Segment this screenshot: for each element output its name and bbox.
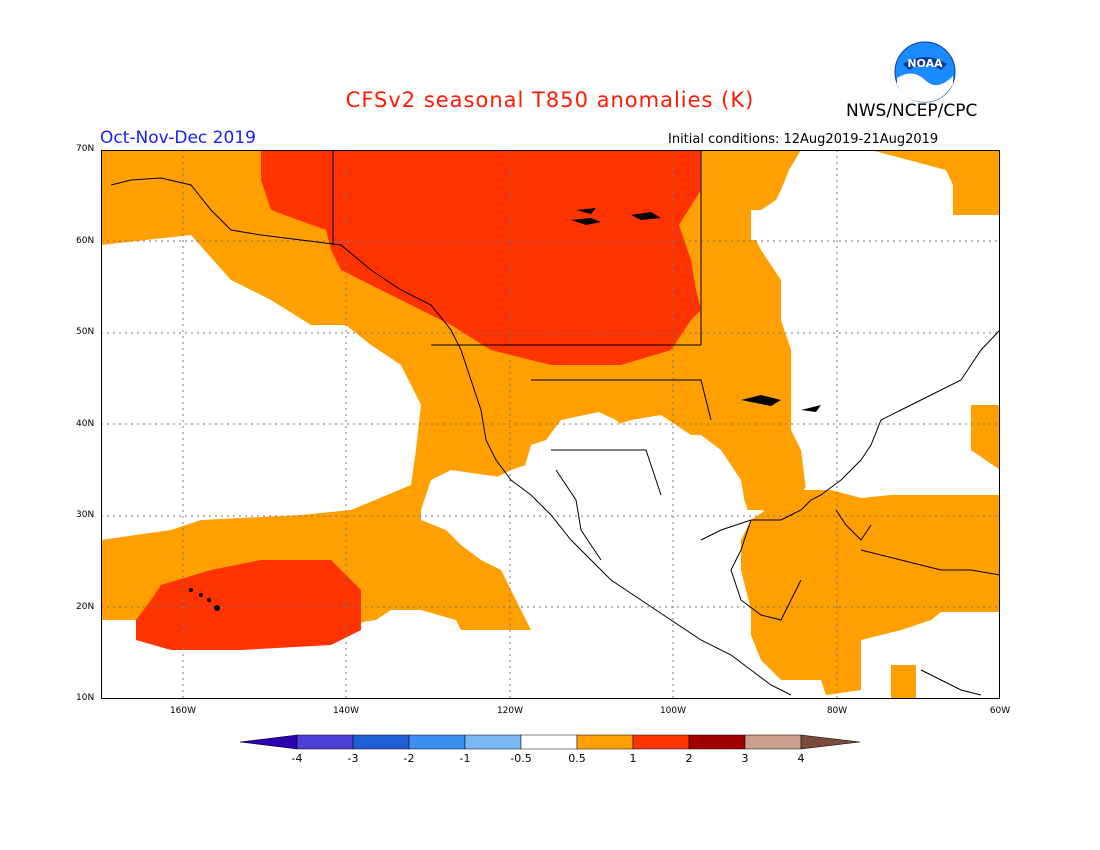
colorbar-label: -4: [291, 752, 303, 765]
lon-label-120w: 120W: [496, 706, 524, 716]
lon-label-60w: 60W: [989, 706, 1011, 716]
colorbar-segment-2-1: [408, 734, 466, 750]
colorbar-segment-1-2: [632, 734, 690, 750]
colorbar-label: 0.5: [568, 752, 586, 765]
anomaly-region-orange-3: [971, 405, 1000, 470]
map-grid: [101, 150, 1000, 699]
lat-label-10n: 10N: [76, 693, 95, 703]
neutral-region-pacific: [101, 235, 421, 540]
colorbar-segment-lt-4: [240, 734, 298, 750]
coastlines: [110, 150, 1000, 696]
lon-label-140w: 140W: [332, 706, 360, 716]
lat-label-30n: 30N: [76, 510, 95, 520]
colorbar-label: 4: [797, 752, 805, 765]
colorbar-label: 3: [741, 752, 749, 765]
noaa-logo: NOAA: [894, 41, 956, 103]
colorbar-label: -2: [403, 752, 415, 765]
anomaly-region-orange-5: [891, 665, 916, 699]
colorbar-segment-4-3: [296, 734, 354, 750]
map-frame: [101, 150, 1000, 699]
colorbar-label: 2: [685, 752, 693, 765]
colorbar-label: 1: [629, 752, 637, 765]
colorbar-segment-neutral: [520, 734, 578, 750]
colorbar-label: -1: [459, 752, 471, 765]
anomaly-region-red-hawaii: [136, 560, 361, 650]
season-label: Oct-Nov-Dec 2019: [100, 128, 256, 148]
colorbar-segment-3-2: [352, 734, 410, 750]
anomaly-map: [101, 150, 1000, 699]
map-title: CFSv2 seasonal T850 anomalies (K): [345, 88, 755, 112]
lat-label-40n: 40N: [76, 419, 95, 429]
hawaii-islands: [189, 588, 220, 611]
colorbar-segment-1-05: [464, 734, 522, 750]
colorbar-segment-3-4: [744, 734, 802, 750]
anomaly-region-red-north: [261, 150, 701, 365]
lon-label-100w: 100W: [659, 706, 687, 716]
colorbar-segment-gt-4: [800, 734, 861, 750]
anomaly-region-orange-2: [741, 490, 1000, 695]
svg-text:NOAA: NOAA: [907, 57, 943, 70]
colorbar-label: -3: [347, 752, 359, 765]
colorbar-segment-05-1: [576, 734, 634, 750]
lat-label-70n: 70N: [76, 144, 95, 154]
agency-label: NWS/NCEP/CPC: [846, 101, 978, 121]
lat-label-20n: 20N: [76, 602, 95, 612]
neutral-region-east: [751, 220, 1000, 490]
lon-label-80w: 80W: [826, 706, 848, 716]
colorbar-segment-2-3: [688, 734, 746, 750]
initial-conditions-label: Initial conditions: 12Aug2019-21Aug2019: [668, 132, 939, 147]
colorbar-label: -0.5: [510, 752, 532, 765]
lat-label-60n: 60N: [76, 236, 95, 246]
great-lakes: [571, 208, 821, 412]
lat-label-50n: 50N: [76, 327, 95, 337]
colorbar: [240, 734, 861, 750]
lon-label-160w: 160W: [169, 706, 197, 716]
neutral-region-southwest: [491, 415, 751, 699]
